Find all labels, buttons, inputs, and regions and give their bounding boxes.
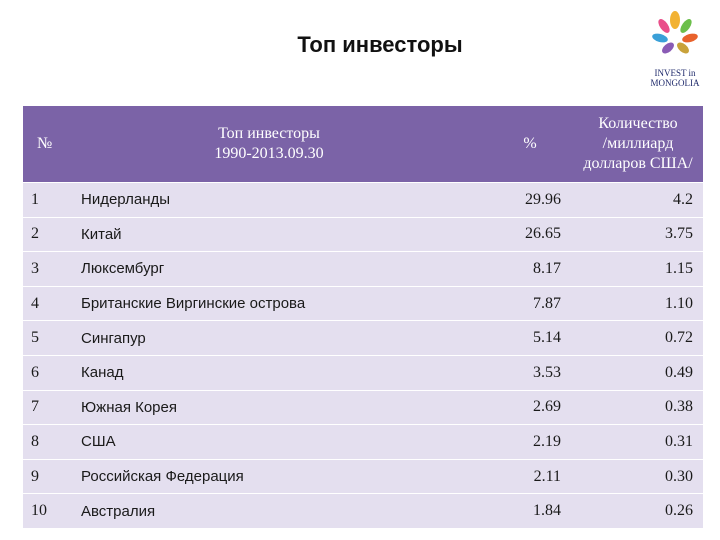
flower-logo-icon bbox=[652, 11, 698, 54]
cell-number: 6 bbox=[23, 354, 73, 391]
cell-percent: 29.96 bbox=[465, 182, 573, 218]
logo-text: INVEST in MONGOLIA bbox=[638, 68, 712, 88]
cell-investor: США bbox=[73, 424, 465, 460]
cell-amount: 0.30 bbox=[573, 458, 703, 494]
logo-text-line-1: INVEST in bbox=[654, 68, 696, 78]
header-amount-line-1: Количество bbox=[598, 115, 678, 132]
table-row: 3 Люксембург 8.17 1.15 bbox=[23, 251, 703, 287]
cell-investor: Южная Корея bbox=[73, 389, 465, 425]
table-row: 10 Австралия 1.84 0.26 bbox=[23, 493, 703, 528]
header-investor: Топ инвесторы 1990-2013.09.30 bbox=[73, 106, 465, 183]
cell-number: 2 bbox=[23, 216, 73, 252]
header-number: № bbox=[23, 106, 73, 183]
cell-amount: 0.49 bbox=[573, 354, 703, 391]
table-row: 6 Канад 3.53 0.49 bbox=[23, 354, 703, 391]
cell-percent: 2.19 bbox=[465, 424, 573, 460]
logo-text-line-2: MONGOLIA bbox=[650, 78, 700, 88]
table-row: 4 Британские Виргинские острова 7.87 1.10 bbox=[23, 285, 703, 321]
cell-percent: 26.65 bbox=[465, 216, 573, 252]
cell-percent: 5.14 bbox=[465, 320, 573, 356]
cell-investor: Китай bbox=[73, 216, 465, 252]
header-amount: Количество /миллиард долларов США/ bbox=[573, 106, 703, 183]
cell-percent: 2.11 bbox=[465, 458, 573, 494]
cell-number: 8 bbox=[23, 424, 73, 460]
cell-investor: Британские Виргинские острова bbox=[73, 285, 465, 321]
cell-number: 9 bbox=[23, 458, 73, 494]
header-amount-line-2: /миллиард bbox=[602, 135, 674, 152]
cell-investor: Сингапур bbox=[73, 320, 465, 356]
cell-percent: 3.53 bbox=[465, 354, 573, 391]
cell-number: 3 bbox=[23, 251, 73, 287]
cell-number: 4 bbox=[23, 285, 73, 321]
header-amount-line-3: долларов США/ bbox=[583, 155, 693, 172]
invest-in-mongolia-logo: INVEST in MONGOLIA bbox=[638, 8, 708, 98]
header-investor-line-1: Топ инвесторы bbox=[218, 125, 320, 142]
cell-amount: 3.75 bbox=[573, 216, 703, 252]
header-investor-line-2: 1990-2013.09.30 bbox=[214, 145, 324, 162]
cell-investor: Нидерланды bbox=[73, 182, 465, 218]
cell-amount: 1.10 bbox=[573, 285, 703, 321]
cell-amount: 4.2 bbox=[573, 182, 703, 218]
cell-percent: 1.84 bbox=[465, 493, 573, 528]
table-row: 9 Российская Федерация 2.11 0.30 bbox=[23, 458, 703, 494]
cell-number: 10 bbox=[23, 493, 73, 528]
cell-amount: 1.15 bbox=[573, 251, 703, 287]
cell-investor: Канад bbox=[73, 354, 465, 391]
cell-amount: 0.31 bbox=[573, 424, 703, 460]
table-row: 8 США 2.19 0.31 bbox=[23, 424, 703, 460]
table-row: 7 Южная Корея 2.69 0.38 bbox=[23, 389, 703, 425]
cell-number: 7 bbox=[23, 389, 73, 425]
cell-number: 1 bbox=[23, 182, 73, 218]
top-investors-table: № Топ инвесторы 1990-2013.09.30 % Количе… bbox=[23, 106, 703, 528]
table-row: 5 Сингапур 5.14 0.72 bbox=[23, 320, 703, 356]
cell-amount: 0.38 bbox=[573, 389, 703, 425]
table-row: 1 Нидерланды 29.96 4.2 bbox=[23, 182, 703, 218]
cell-investor: Австралия bbox=[73, 493, 465, 528]
cell-percent: 7.87 bbox=[465, 285, 573, 321]
cell-number: 5 bbox=[23, 320, 73, 356]
table-header-row: № Топ инвесторы 1990-2013.09.30 % Количе… bbox=[23, 106, 703, 183]
cell-percent: 2.69 bbox=[465, 389, 573, 425]
cell-percent: 8.17 bbox=[465, 251, 573, 287]
page-title: Топ инвесторы bbox=[297, 32, 463, 57]
table-row: 2 Китай 26.65 3.75 bbox=[23, 216, 703, 252]
header-percent: % bbox=[465, 106, 573, 183]
cell-investor: Люксембург bbox=[73, 251, 465, 287]
cell-amount: 0.72 bbox=[573, 320, 703, 356]
cell-amount: 0.26 bbox=[573, 493, 703, 528]
cell-investor: Российская Федерация bbox=[73, 458, 465, 494]
